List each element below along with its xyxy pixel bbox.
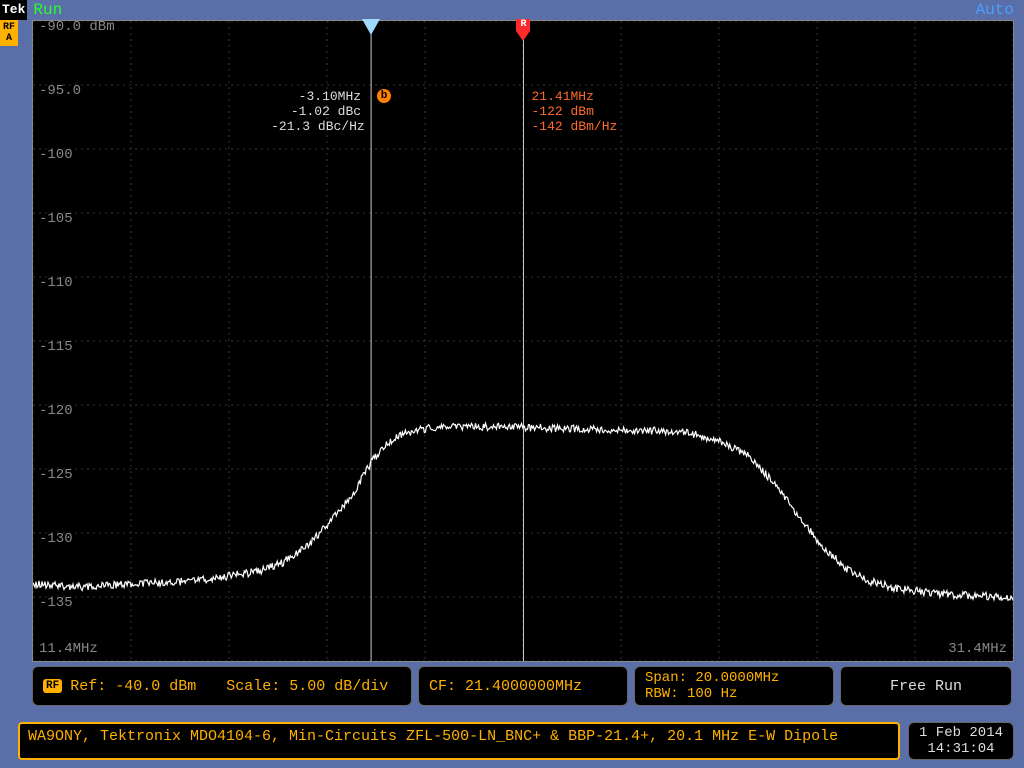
trigger-mode: Auto: [976, 1, 1014, 19]
ref-label: Ref: -40.0 dBm: [70, 678, 196, 695]
rbw-label: RBW: 100 Hz: [645, 686, 737, 702]
spectrum-plot[interactable]: -90.0 dBm -95.0 -100 -105 -110 -115 -120 -125 -1…: [32, 20, 1014, 662]
y-tick-label: -110: [39, 275, 73, 291]
ref-scale-box[interactable]: RF Ref: -40.0 dBm Scale: 5.00 dB/div: [32, 666, 412, 706]
y-tick-label: -105: [39, 211, 73, 227]
top-bar: Tek Run Auto: [0, 0, 1024, 20]
bottom-row: WA9ONY, Tektronix MDO4104-6, Min-Circuit…: [18, 722, 1014, 760]
cf-label: CF: 21.4000000MHz: [429, 678, 582, 695]
marker-r-flag-label: R: [516, 19, 530, 31]
span-rbw-box[interactable]: Span: 20.0000MHz RBW: 100 Hz: [634, 666, 834, 706]
y-tick-label: -120: [39, 403, 73, 419]
rf-pill-icon: RF: [43, 679, 62, 693]
rf-badge-line1: RF: [0, 22, 18, 33]
x-axis-end: 31.4MHz: [948, 641, 1007, 657]
scale-label: Scale: 5.00 dB/div: [226, 678, 388, 695]
info-row: RF Ref: -40.0 dBm Scale: 5.00 dB/div CF:…: [32, 666, 1012, 706]
description-box[interactable]: WA9ONY, Tektronix MDO4104-6, Min-Circuit…: [18, 722, 900, 760]
y-tick-label: -100: [39, 147, 73, 163]
run-status: Run: [33, 1, 62, 19]
rf-badge: RF A: [0, 20, 18, 46]
free-run-label: Free Run: [890, 678, 962, 695]
free-run-box[interactable]: Free Run: [840, 666, 1012, 706]
marker-r-readout: 21.41MHz -122 dBm -142 dBm/Hz: [531, 89, 617, 134]
x-axis-start: 11.4MHz: [39, 641, 98, 657]
rf-badge-line2: A: [0, 33, 18, 44]
plot-canvas: [33, 21, 1013, 661]
datetime-box: 1 Feb 2014 14:31:04: [908, 722, 1014, 760]
tek-logo: Tek: [0, 0, 27, 20]
time-text: 14:31:04: [919, 741, 1003, 757]
y-tick-label: -130: [39, 531, 73, 547]
marker-a-readout: -3.10MHz -1.02 dBc -21.3 dBc/Hz: [271, 89, 361, 134]
cf-box[interactable]: CF: 21.4000000MHz: [418, 666, 628, 706]
span-label: Span: 20.0000MHz: [645, 670, 779, 686]
y-tick-label: -125: [39, 467, 73, 483]
marker-r-flag-icon[interactable]: R: [516, 19, 530, 41]
y-tick-label: -115: [39, 339, 73, 355]
description-text: WA9ONY, Tektronix MDO4104-6, Min-Circuit…: [28, 728, 838, 745]
marker-a-triangle-icon[interactable]: [362, 19, 380, 35]
y-tick-label: -135: [39, 595, 73, 611]
marker-b-badge-icon: b: [377, 89, 391, 103]
date-text: 1 Feb 2014: [919, 725, 1003, 741]
y-tick-label: -95.0: [39, 83, 81, 99]
y-tick-label: -90.0 dBm: [39, 19, 115, 35]
